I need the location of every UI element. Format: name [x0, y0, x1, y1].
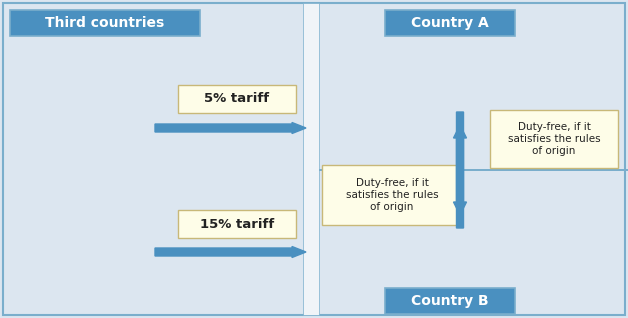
- Bar: [319, 169, 628, 171]
- Text: Country B: Country B: [411, 294, 489, 308]
- Text: Duty-free, if it
satisfies the rules
of origin: Duty-free, if it satisfies the rules of …: [345, 178, 438, 211]
- FancyArrow shape: [155, 122, 306, 134]
- FancyArrow shape: [453, 112, 467, 215]
- FancyArrow shape: [155, 246, 306, 258]
- Text: Country A: Country A: [411, 16, 489, 30]
- FancyBboxPatch shape: [490, 110, 618, 168]
- FancyBboxPatch shape: [3, 3, 625, 315]
- FancyBboxPatch shape: [178, 85, 296, 113]
- FancyBboxPatch shape: [385, 288, 515, 314]
- FancyArrow shape: [453, 125, 467, 228]
- FancyBboxPatch shape: [322, 165, 462, 225]
- Text: 15% tariff: 15% tariff: [200, 218, 274, 231]
- FancyBboxPatch shape: [385, 10, 515, 36]
- FancyBboxPatch shape: [10, 10, 200, 36]
- FancyBboxPatch shape: [178, 210, 296, 238]
- Bar: [303, 3, 319, 315]
- Text: Third countries: Third countries: [45, 16, 165, 30]
- Text: Duty-free, if it
satisfies the rules
of origin: Duty-free, if it satisfies the rules of …: [507, 122, 600, 156]
- Text: 5% tariff: 5% tariff: [205, 93, 269, 106]
